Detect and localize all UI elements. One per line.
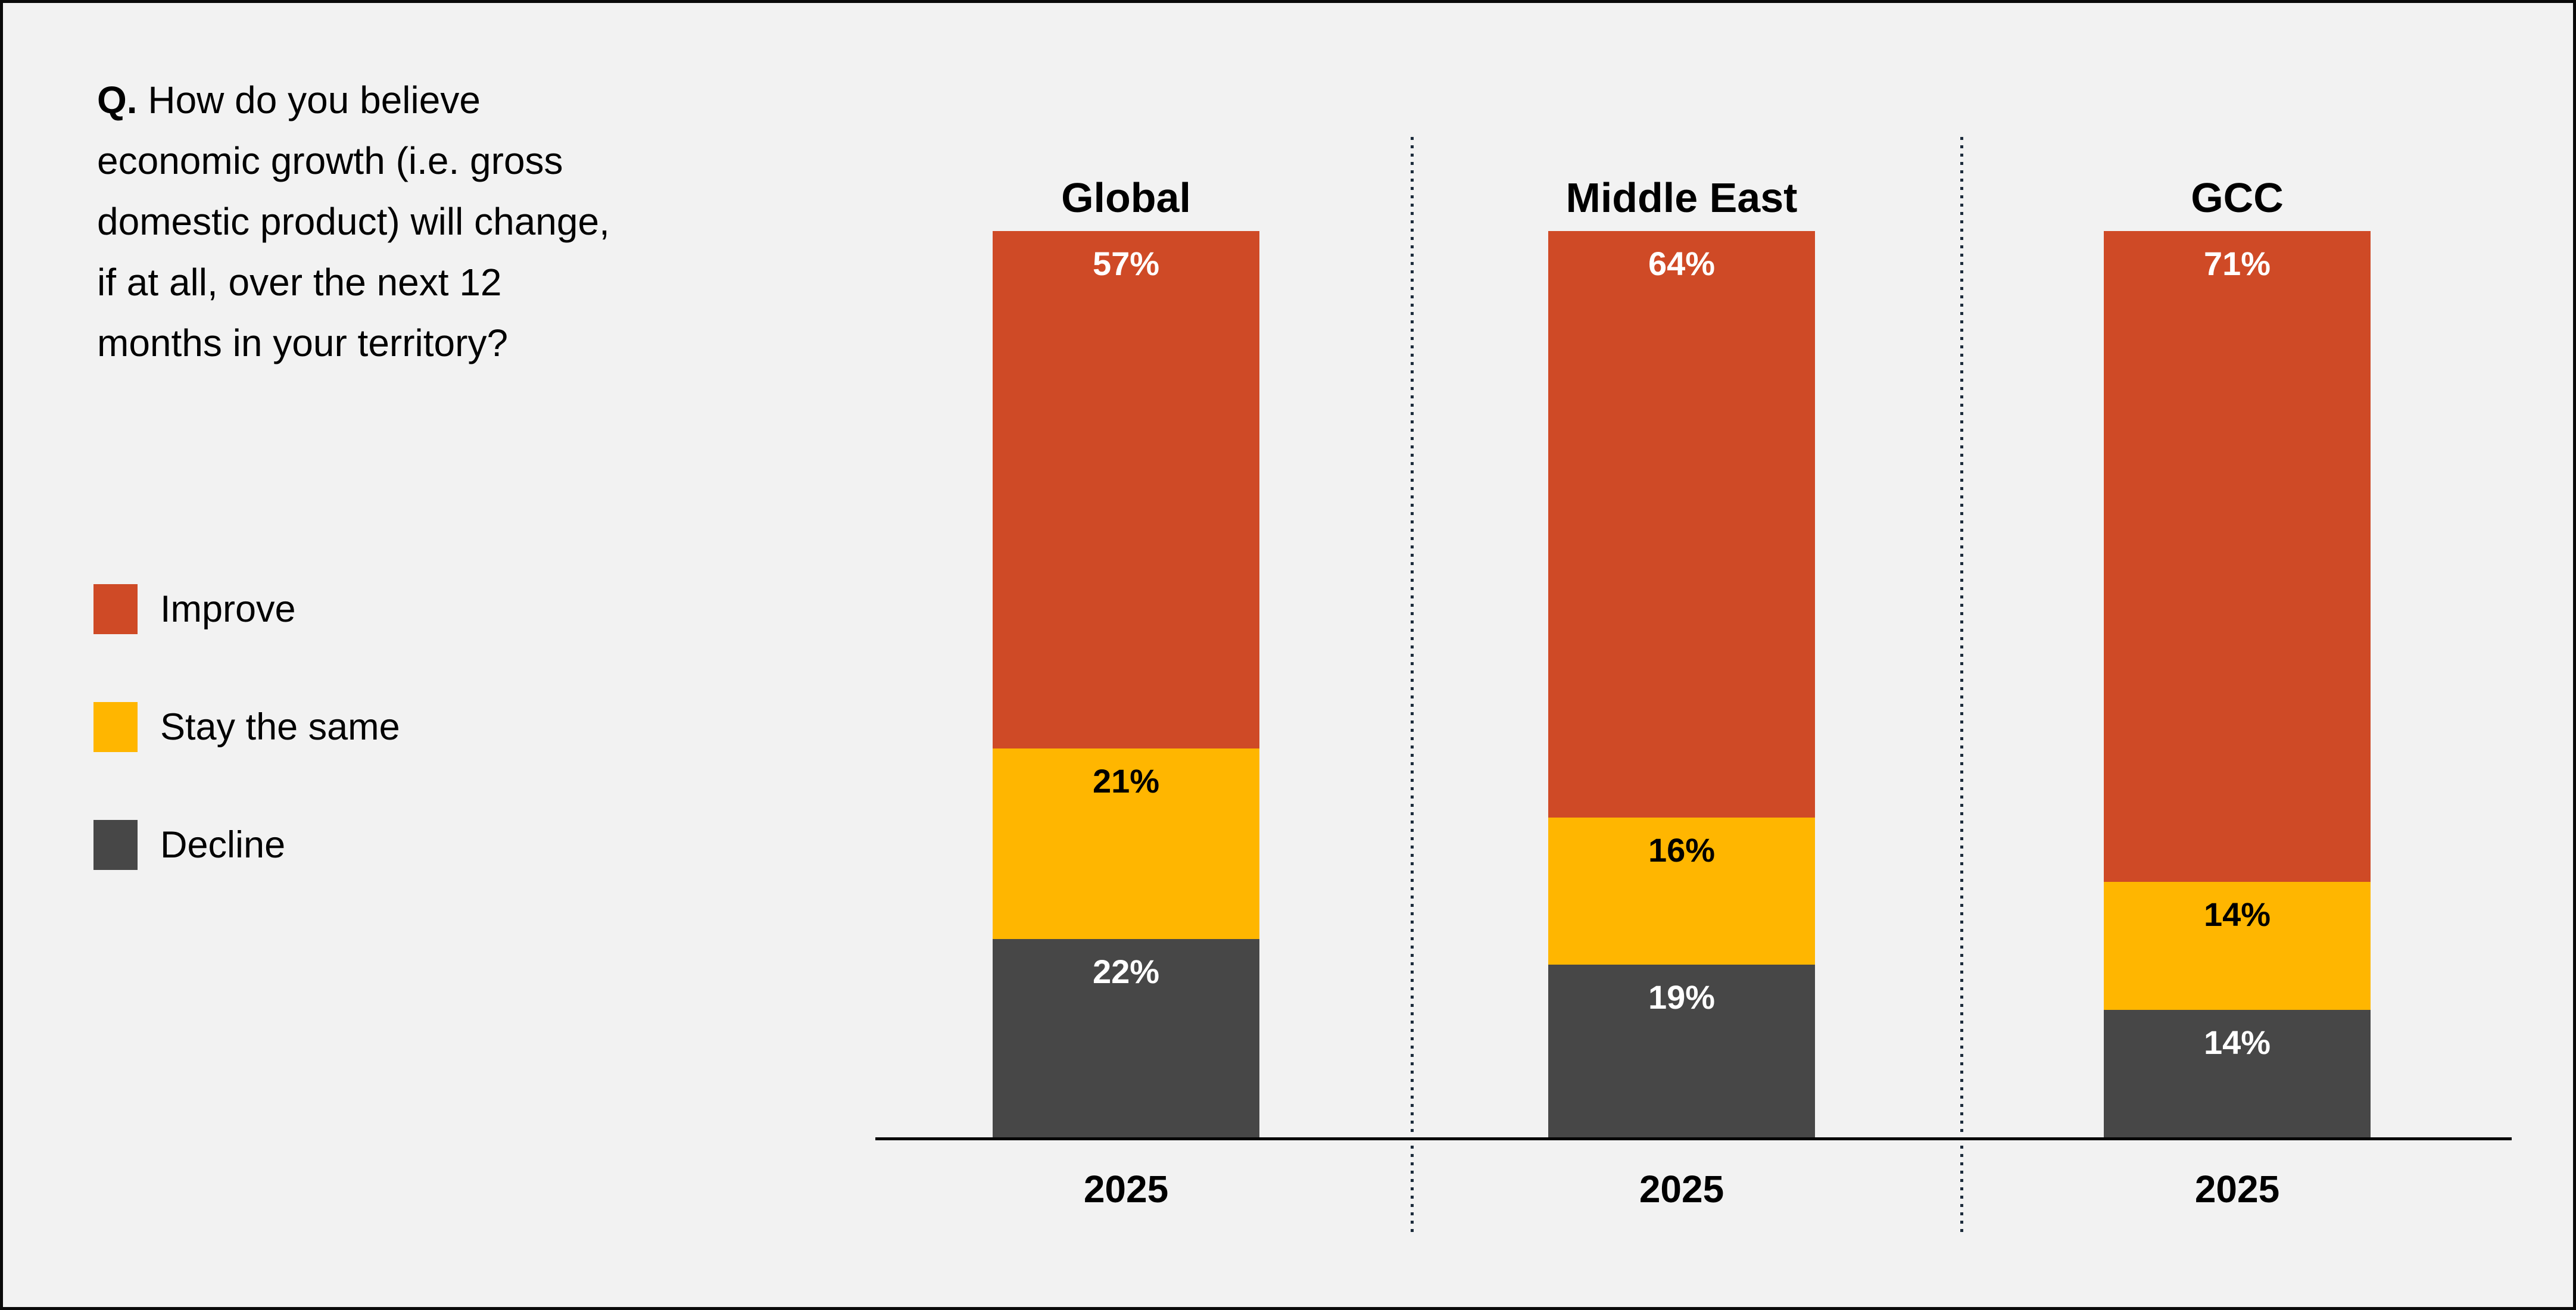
question-text: Q. How do you believe economic growth (i… — [97, 70, 610, 373]
decline-swatch — [93, 820, 138, 870]
legend-item-improve: Improve — [93, 584, 400, 634]
improve-swatch — [93, 584, 138, 634]
segment-decline-global: 22% — [993, 938, 1259, 1139]
question-line: domestic product) will change, — [97, 200, 610, 243]
panel-divider-1 — [1411, 137, 1414, 1234]
value-label-decline-middle-east: 19% — [1648, 978, 1716, 1016]
x-tick-global: 2025 — [1083, 1168, 1169, 1211]
segment-decline-middle-east: 19% — [1548, 964, 1815, 1139]
stacked-bar-global: 57% 21% 22% — [993, 231, 1259, 1139]
value-label-stay-the-same-middle-east: 16% — [1648, 831, 1716, 869]
question-prefix: Q. — [97, 79, 138, 121]
value-label-stay-the-same-gcc: 14% — [2203, 895, 2271, 933]
segment-decline-gcc: 14% — [2104, 1010, 2371, 1139]
column-title-middle-east: Middle East — [1565, 174, 1798, 221]
segment-improve-middle-east: 64% — [1548, 231, 1815, 818]
question-line: Q. How do you believe — [97, 70, 610, 130]
panel-divider-2 — [1960, 137, 1963, 1234]
column-title-gcc: GCC — [2191, 174, 2284, 221]
segment-stay-the-same-gcc: 14% — [2104, 881, 2371, 1010]
segment-stay-the-same-middle-east: 16% — [1548, 818, 1815, 965]
stacked-bar-gcc: 71% 14% 14% — [2104, 231, 2371, 1139]
value-label-decline-gcc: 14% — [2203, 1024, 2271, 1062]
segment-improve-global: 57% — [993, 231, 1259, 748]
value-label-decline-global: 22% — [1092, 952, 1160, 990]
value-label-improve-global: 57% — [1092, 245, 1160, 282]
bar-group-middle-east: Middle East 64% 16% 19% 2025 — [1548, 174, 1815, 1211]
segment-improve-gcc: 71% — [2104, 231, 2371, 882]
bar-group-global: Global 57% 21% 22% 2025 — [993, 174, 1259, 1211]
legend: Improve Stay the same Decline — [93, 584, 400, 938]
question-line: months in your territory? — [97, 322, 509, 364]
segment-stay-the-same-global: 21% — [993, 748, 1259, 939]
question-line: if at all, over the next 12 — [97, 261, 502, 304]
x-axis-line — [875, 1137, 2512, 1140]
legend-label-decline: Decline — [160, 824, 286, 866]
column-title-global: Global — [1061, 174, 1191, 221]
stay-the-same-swatch — [93, 702, 138, 752]
legend-item-stay-the-same: Stay the same — [93, 702, 400, 752]
legend-item-decline: Decline — [93, 820, 400, 870]
value-label-improve-middle-east: 64% — [1648, 245, 1716, 282]
legend-label-stay-the-same: Stay the same — [160, 706, 400, 748]
bar-group-gcc: GCC 71% 14% 14% 2025 — [2104, 174, 2371, 1211]
x-tick-middle-east: 2025 — [1639, 1168, 1724, 1211]
value-label-improve-gcc: 71% — [2203, 245, 2271, 282]
x-tick-gcc: 2025 — [2194, 1168, 2280, 1211]
value-label-stay-the-same-global: 21% — [1092, 762, 1160, 800]
question-line-text: How do you believe — [148, 79, 481, 121]
legend-label-improve: Improve — [160, 588, 296, 630]
stacked-bar-middle-east: 64% 16% 19% — [1548, 231, 1815, 1139]
question-line: economic growth (i.e. gross — [97, 139, 563, 182]
